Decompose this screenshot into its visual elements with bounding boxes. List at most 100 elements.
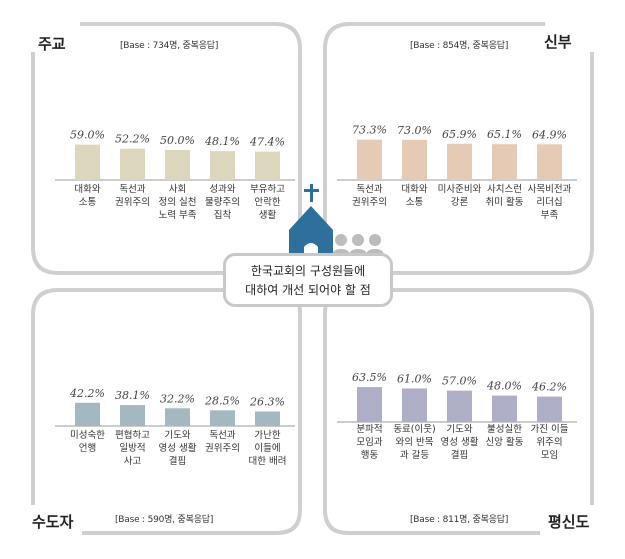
bar [120,148,145,180]
value-label: 65.1% [487,128,522,141]
category-label: 리더십 [536,197,562,208]
category-label: 영성 생활 [441,436,479,448]
category-label: 사고 [124,456,142,467]
bar [75,402,100,426]
category-label: 기도와 [446,423,472,435]
title-priest: 신부 [544,33,572,51]
bar [492,144,517,180]
base-laity: [Base : 811명, 중복응답] [410,515,509,525]
bar [537,396,562,422]
category-label: 결핍 [451,450,468,461]
center-caption-line1: 한국교회의 구성원들에 [250,264,366,278]
category-label: 신앙 활동 [486,436,524,448]
bar [255,151,280,180]
bar [210,410,235,426]
center-caption: 한국교회의 구성원들에 대하여 개선 되어야 할 점 [223,253,393,307]
category-label: 미성숙한 [70,430,105,441]
category-label: 과 갈등 [400,449,429,461]
category-label: 영성 생활 [159,442,197,454]
category-label: 소통 [79,197,97,208]
value-label: 59.0% [70,129,105,142]
category-label: 권위주의 [352,196,387,208]
title-laity: 평신도 [548,513,590,531]
value-label: 38.1% [115,389,150,402]
value-label: 47.4% [249,136,285,149]
bar [120,405,145,426]
bar [537,144,562,180]
category-label: 행동 [361,449,379,461]
category-label: 사목비전과 [528,184,572,195]
value-label: 26.3% [249,396,285,409]
base-priest: [Base : 854명, 중복응답] [410,41,509,51]
category-label: 안락한 [254,196,280,208]
bar [402,139,427,180]
bar [357,139,382,180]
category-label: 부유하고 [250,183,285,195]
category-label: 대한 배려 [249,455,287,467]
value-label: 28.5% [204,394,240,407]
bar [492,395,517,422]
value-label: 61.0% [397,372,432,385]
category-label: 일방적 [119,442,145,454]
category-label: 대화와 [74,183,100,195]
category-label: 사회 [169,184,186,195]
bar [447,390,472,422]
category-label: 위주의 [536,436,562,448]
category-label: 소통 [406,197,424,208]
category-label: 사치스런 [487,183,522,195]
category-label: 분파적 [356,423,382,435]
category-label: 언행 [79,442,96,454]
category-label: 편협하고 [115,429,150,441]
title-bishop: 주교 [38,35,66,53]
category-label: 가진 이들 [531,424,569,435]
value-label: 52.2% [115,133,150,146]
category-label: 독선과 [209,430,235,441]
value-label: 32.2% [160,392,195,405]
bar [165,408,190,426]
value-label: 42.2% [69,387,105,400]
category-label: 성과와 [209,183,235,195]
value-label: 50.0% [160,134,195,147]
value-label: 48.0% [486,380,522,393]
bar [75,144,100,180]
bar [402,388,427,422]
value-label: 73.3% [352,124,387,137]
category-label: 노력 부족 [159,209,197,221]
value-label: 48.1% [204,135,240,148]
category-label: 모임과 [356,436,382,448]
category-label: 결핍 [169,456,186,467]
base-religious: [Base : 590명, 중복응답] [115,515,214,525]
category-label: 불성실한 [487,424,522,435]
value-label: 57.0% [442,375,477,388]
category-label: 이들에 [254,443,280,454]
bar [255,411,280,426]
category-label: 대화와 [401,183,427,195]
category-label: 독선과 [119,184,145,195]
value-label: 65.9% [442,128,477,141]
category-label: 권위주의 [115,196,150,208]
bar [357,387,382,422]
category-label: 모임 [541,449,558,461]
category-label: 기도와 [164,429,190,441]
bar [165,150,190,180]
value-label: 46.2% [531,381,567,394]
category-label: 가난한 [254,430,280,441]
category-label: 강론 [451,197,469,208]
center-caption-line2: 대하여 개선 되어야 할 점 [245,283,371,297]
category-label: 와의 반목 [396,436,434,448]
category-label: 정의 실천 [159,197,197,208]
value-label: 64.9% [532,128,567,141]
category-label: 취미 활동 [486,196,524,208]
category-label: 권위주의 [205,442,240,454]
category-label: 집착 [214,209,232,221]
category-label: 미사준비와 [438,183,482,195]
title-religious: 수도자 [32,513,74,531]
bar [210,151,235,180]
category-label: 동료(이웃) [393,424,435,435]
value-label: 73.0% [397,124,432,137]
category-label: 독선과 [356,184,382,195]
